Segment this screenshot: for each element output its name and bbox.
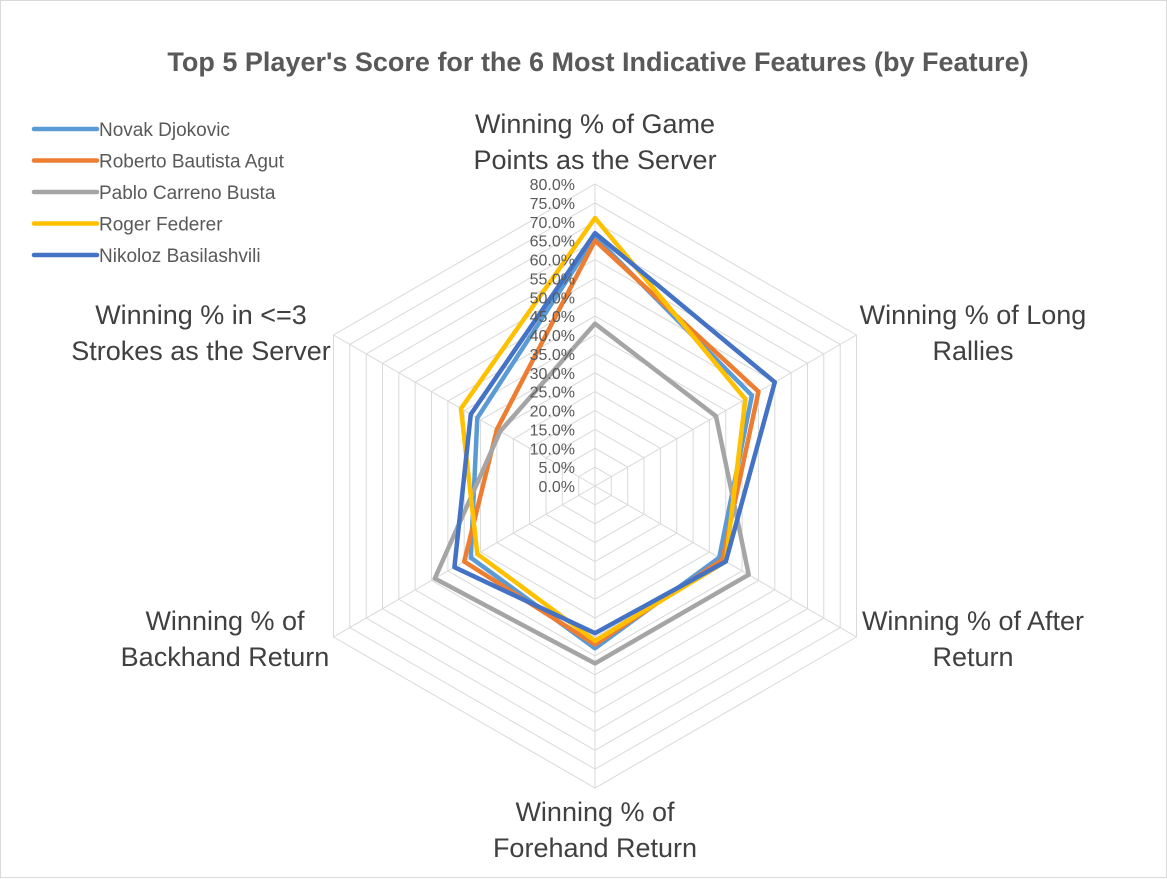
tick-label: 65.0% (530, 234, 575, 251)
tick-label: 25.0% (530, 385, 575, 402)
category-label: Winning % of (145, 606, 305, 636)
grid-spoke (594, 334, 857, 487)
category-label: Winning % of Long (860, 300, 1087, 330)
tick-label: 0.0% (539, 479, 575, 496)
tick-label: 5.0% (539, 460, 575, 477)
tick-label: 20.0% (530, 404, 575, 421)
category-label: Rallies (932, 336, 1013, 366)
category-label: Winning % in <=3 (95, 300, 307, 330)
series-line (458, 215, 748, 644)
tick-label: 60.0% (530, 253, 575, 270)
category-labels: Winning % of Game Points as the Server Win… (71, 109, 1086, 863)
tick-label: 40.0% (530, 328, 575, 345)
tick-label: 30.0% (530, 366, 575, 383)
tick-label: 55.0% (530, 271, 575, 288)
tick-label: 35.0% (530, 347, 575, 364)
grid (333, 183, 857, 789)
category-label: Forehand Return (493, 833, 697, 863)
category-label: Strokes as the Server (71, 336, 331, 366)
tick-label: 10.0% (530, 441, 575, 458)
category-label: Winning % of (515, 797, 675, 827)
category-label: Points as the Server (473, 145, 716, 175)
category-label: Backhand Return (121, 642, 330, 672)
legend-label: Pablo Carreno Busta (99, 183, 276, 204)
category-label: Return (932, 642, 1013, 672)
category-label: Winning % of Game (475, 109, 715, 139)
series-line (452, 230, 778, 636)
tick-label: 50.0% (530, 290, 575, 307)
legend-label: Nikoloz Basilashvili (99, 246, 261, 267)
tick-label: 45.0% (530, 309, 575, 326)
category-label: Winning % of After (862, 606, 1084, 636)
tick-label: 70.0% (530, 215, 575, 232)
series-group (432, 215, 778, 666)
legend-label: Novak Djokovic (99, 120, 230, 141)
series-line (432, 321, 751, 666)
chart-title: Top 5 Player's Score for the 6 Most Indi… (167, 47, 1028, 77)
tick-label: 15.0% (530, 422, 575, 439)
tick-label: 75.0% (530, 196, 575, 213)
legend-label: Roberto Bautista Agut (99, 152, 285, 173)
legend: Novak Djokovic Roberto Bautista Agut Pablo… (31, 120, 285, 267)
radial-tick-labels: 0.0% 5.0% 10.0% 15.0%20.0% 25.0% 30.0% 35.0% 40… (530, 177, 575, 496)
tick-label: 80.0% (530, 177, 575, 194)
series-line (461, 238, 761, 647)
legend-label: Roger Federer (99, 215, 223, 236)
series-line (468, 234, 755, 651)
grid-spoke (333, 334, 596, 487)
